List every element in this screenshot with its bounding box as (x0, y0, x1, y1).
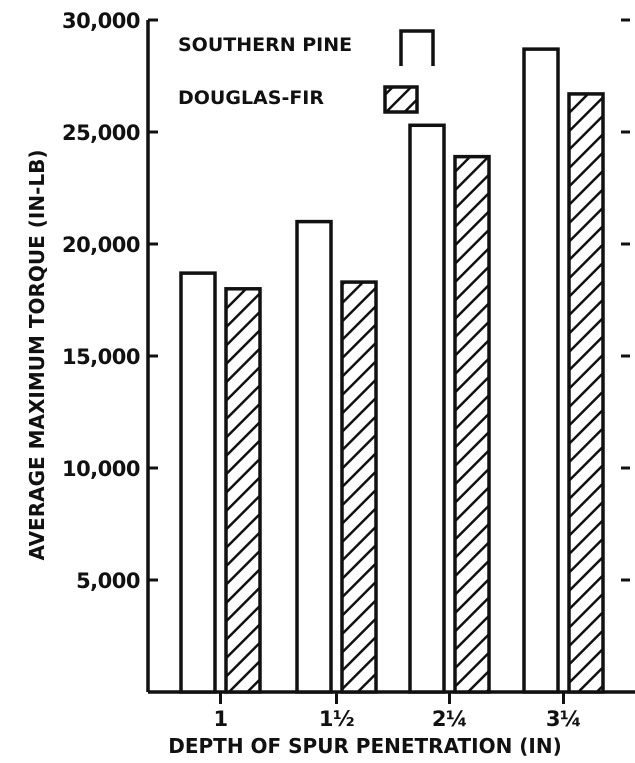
bar-douglas-fir (224, 287, 262, 694)
axes: 5,000 10,000 15,000 20,000 25,000 30,000 1 1½ 2¼… (62, 9, 635, 731)
x-tick-label: 2¼ (432, 707, 467, 731)
x-axis-title: DEPTH OF SPUR PENETRATION (IN) (168, 734, 562, 758)
bar-douglas-fir (567, 92, 605, 694)
legend-swatch-southern-pine (399, 29, 435, 66)
y-tick-label: 15,000 (62, 345, 140, 369)
x-tick-label: 3¼ (546, 707, 581, 731)
x-tick-label: 1 (213, 707, 227, 731)
bar-southern-pine (295, 219, 333, 694)
bar-southern-pine (522, 47, 560, 694)
y-axis-title: AVERAGE MAXIMUM TORQUE (IN-LB) (25, 149, 49, 560)
bar-southern-pine (408, 123, 446, 694)
y-tick-label: 25,000 (62, 121, 140, 145)
y-tick-label: 30,000 (62, 9, 140, 33)
legend-label-douglas-fir: DOUGLAS-FIR (178, 87, 324, 109)
legend-label-southern-pine: SOUTHERN PINE (178, 34, 352, 56)
y-tick-label: 20,000 (62, 233, 140, 257)
bar-southern-pine (179, 271, 217, 694)
bar-douglas-fir (453, 154, 491, 694)
y-tick-label: 5,000 (76, 569, 140, 593)
legend-swatch-douglas-fir (383, 85, 419, 114)
legend: SOUTHERN PINE DOUGLAS-FIR (178, 29, 435, 114)
x-tick-label: 1½ (319, 707, 354, 731)
y-tick-label: 10,000 (62, 457, 140, 481)
bars (179, 47, 605, 694)
bar-douglas-fir (340, 280, 378, 694)
